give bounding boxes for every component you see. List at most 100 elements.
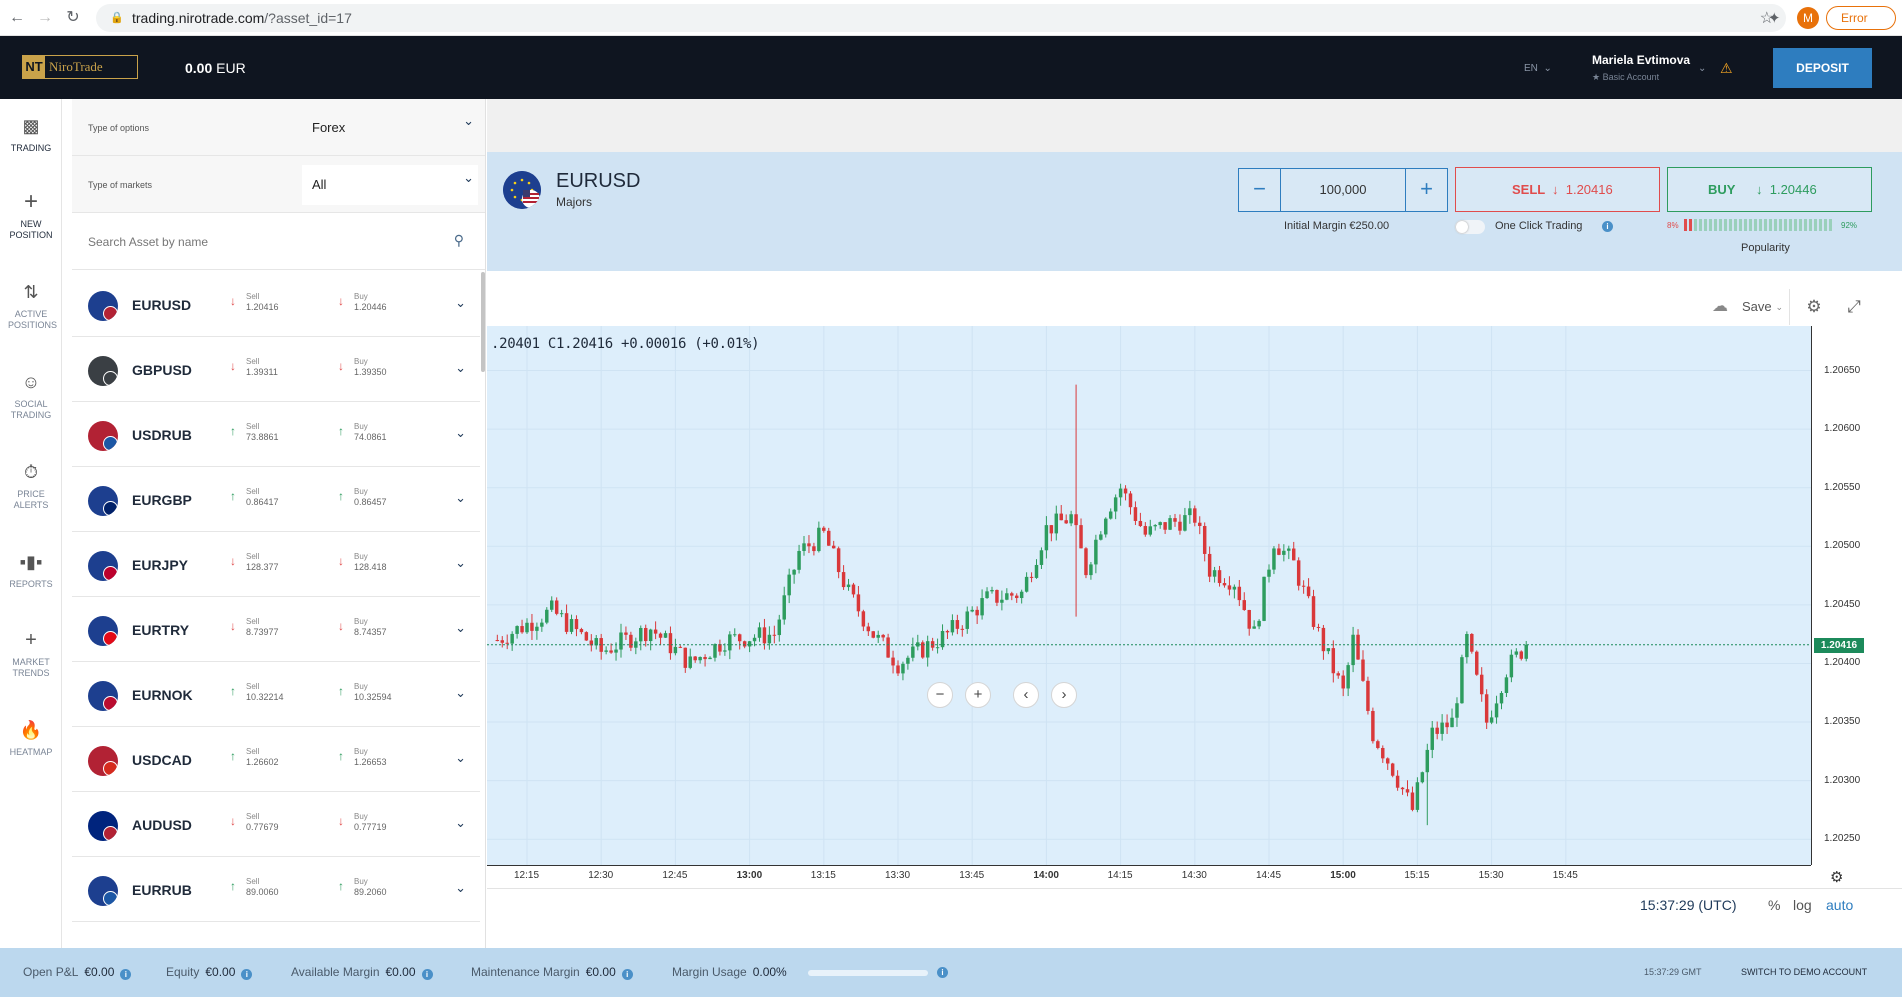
asset-row-gbpusd[interactable]: GBPUSD ↓ Sell 1.39311 ↓ Buy 1.39350 ⌄ bbox=[72, 337, 480, 402]
price-axis[interactable]: 1.20650 1.20600 1.20550 1.20500 1.20450 1.204… bbox=[1811, 326, 1902, 865]
save-chart-button[interactable]: ☁ Save ⌄ bbox=[1702, 289, 1790, 325]
axis-settings-gear-icon[interactable]: ⚙ bbox=[1830, 869, 1844, 886]
auto-scale-button[interactable]: auto bbox=[1826, 897, 1854, 913]
chevron-down-icon[interactable]: ⌄ bbox=[455, 685, 466, 700]
asset-row-usdrub[interactable]: USDRUB ↑ Sell 73.8861 ↑ Buy 74.0861 ⌄ bbox=[72, 402, 480, 467]
chevron-down-icon[interactable]: ⌄ bbox=[463, 170, 474, 185]
candle-body bbox=[1118, 488, 1123, 498]
options-type-filter[interactable]: Type of options Forex ⌄ bbox=[72, 99, 485, 156]
reload-icon[interactable]: ↻ bbox=[66, 9, 80, 26]
chevron-down-icon[interactable]: ⌄ bbox=[455, 425, 466, 440]
scroll-left-button[interactable]: ‹ bbox=[1013, 682, 1039, 708]
fullscreen-icon[interactable]: ⤢ bbox=[1847, 297, 1861, 316]
asset-sell-price: ↑ Sell 1.26602 bbox=[230, 747, 279, 767]
down-arrow-icon: ↓ bbox=[1756, 182, 1763, 197]
language-selector[interactable]: EN ⌄ bbox=[1524, 63, 1552, 74]
info-icon[interactable]: i bbox=[1602, 221, 1613, 232]
nav-price-alerts[interactable]: ⏱ PRICE ALERTS bbox=[0, 461, 62, 511]
nav-trading[interactable]: ▩ TRADING bbox=[0, 115, 62, 154]
back-arrow-icon[interactable]: ← bbox=[9, 9, 25, 26]
percent-scale-button[interactable]: % bbox=[1768, 897, 1781, 913]
chart-status-bar: 15:37:29 (UTC) % log auto bbox=[487, 888, 1902, 922]
candle-body bbox=[1193, 508, 1197, 523]
nav-active-positions[interactable]: ⇅ ACTIVE POSITIONS bbox=[0, 281, 62, 331]
info-icon[interactable]: i bbox=[937, 967, 948, 978]
browser-error-pill[interactable]: Error bbox=[1826, 6, 1896, 30]
asset-row-audusd[interactable]: AUDUSD ↓ Sell 0.77679 ↓ Buy 0.77719 ⌄ bbox=[72, 792, 480, 857]
options-type-select[interactable]: Forex bbox=[312, 120, 346, 135]
asset-row-eurusd[interactable]: EURUSD ↓ Sell 1.20416 ↓ Buy 1.20446 ⌄ bbox=[72, 272, 480, 337]
chevron-down-icon[interactable]: ⌄ bbox=[455, 815, 466, 830]
chevron-down-icon[interactable]: ⌄ bbox=[455, 620, 466, 635]
zoom-out-button[interactable]: − bbox=[927, 682, 953, 708]
candle-body bbox=[1123, 488, 1128, 494]
profile-avatar[interactable]: M bbox=[1797, 7, 1819, 29]
one-click-trading-label: One Click Trading bbox=[1495, 220, 1583, 232]
info-icon[interactable]: i bbox=[421, 969, 433, 980]
candle-body bbox=[520, 626, 524, 633]
deposit-button[interactable]: DEPOSIT bbox=[1773, 48, 1872, 88]
address-bar[interactable]: 🔒 trading.nirotrade.com/?asset_id=17 ☆ bbox=[96, 4, 1786, 32]
candlestick-plot[interactable] bbox=[487, 326, 1811, 865]
popularity-tick bbox=[1749, 219, 1752, 231]
asset-symbol: USDCAD bbox=[132, 752, 192, 768]
candle-body bbox=[1222, 583, 1227, 586]
asset-sell-price: ↓ Sell 1.20416 bbox=[230, 292, 279, 312]
user-menu[interactable]: Mariela Evtimova ★ Basic Account bbox=[1592, 53, 1690, 83]
asset-search[interactable]: Search Asset by name ⚲ bbox=[72, 213, 485, 270]
chart-settings-gear-icon[interactable]: ⚙ bbox=[1806, 297, 1822, 316]
chevron-down-icon[interactable]: ⌄ bbox=[455, 295, 466, 310]
sell-button[interactable]: SELL ↓ 1.20416 bbox=[1455, 167, 1660, 212]
one-click-trading-toggle[interactable] bbox=[1455, 220, 1485, 234]
buy-button[interactable]: BUY ↓ 1.20446 bbox=[1667, 167, 1872, 212]
bookmark-star-icon[interactable]: ☆ bbox=[1759, 10, 1774, 27]
asset-row-eurrub[interactable]: EURRUB ↑ Sell 89.0060 ↑ Buy 89.2060 ⌄ bbox=[72, 857, 480, 922]
chevron-down-icon[interactable]: ⌄ bbox=[455, 360, 466, 375]
currency-flag-icon bbox=[88, 681, 118, 711]
quantity-input[interactable]: 100,000 bbox=[1319, 182, 1367, 197]
decrease-quantity-button[interactable]: − bbox=[1239, 169, 1281, 211]
nav-reports[interactable]: ▪▮▪ REPORTS bbox=[0, 551, 62, 590]
popularity-tick bbox=[1714, 219, 1717, 231]
chevron-down-icon[interactable]: ⌄ bbox=[455, 750, 466, 765]
markets-type-filter[interactable]: Type of markets All ⌄ bbox=[72, 156, 485, 213]
price-tick-label: 1.20500 bbox=[1824, 540, 1861, 552]
asset-row-eurnok[interactable]: EURNOK ↑ Sell 10.32214 ↑ Buy 10.32594 ⌄ bbox=[72, 662, 480, 727]
log-scale-button[interactable]: log bbox=[1793, 897, 1812, 913]
extensions-puzzle-icon[interactable]: ✦ bbox=[1768, 10, 1781, 27]
candle-body bbox=[1420, 772, 1425, 783]
asset-row-usdcad[interactable]: USDCAD ↑ Sell 1.26602 ↑ Buy 1.26653 ⌄ bbox=[72, 727, 480, 792]
chevron-down-icon[interactable]: ⌄ bbox=[463, 113, 474, 128]
switch-to-demo-link[interactable]: SWITCH TO DEMO ACCOUNT bbox=[1741, 967, 1868, 977]
down-arrow-icon: ↓ bbox=[230, 359, 236, 373]
nav-heatmap[interactable]: 🔥 HEATMAP bbox=[0, 719, 62, 758]
asset-row-eurgbp[interactable]: EURGBP ↑ Sell 0.86417 ↑ Buy 0.86457 ⌄ bbox=[72, 467, 480, 532]
scrollbar[interactable] bbox=[481, 272, 485, 372]
search-icon[interactable]: ⚲ bbox=[453, 232, 464, 248]
info-icon[interactable]: i bbox=[621, 969, 633, 980]
chevron-down-icon[interactable]: ⌄ bbox=[455, 555, 466, 570]
warning-icon[interactable]: ⚠ bbox=[1720, 60, 1733, 76]
chevron-down-icon[interactable]: ⌄ bbox=[1775, 302, 1783, 312]
forward-arrow-icon[interactable]: → bbox=[37, 9, 53, 26]
increase-quantity-button[interactable]: + bbox=[1405, 169, 1447, 211]
markets-type-select[interactable]: All bbox=[302, 165, 478, 205]
asset-buy-price: ↑ Buy 74.0861 bbox=[338, 422, 387, 442]
nav-market-trends[interactable]: + MARKET TRENDS bbox=[0, 629, 62, 679]
candle-body bbox=[643, 627, 648, 642]
nirotrade-logo[interactable]: NT NiroTrade bbox=[22, 55, 138, 79]
zoom-in-button[interactable]: + bbox=[965, 682, 991, 708]
scroll-right-button[interactable]: › bbox=[1051, 682, 1077, 708]
info-icon[interactable]: i bbox=[241, 969, 253, 980]
asset-row-eurjpy[interactable]: EURJPY ↓ Sell 128.377 ↓ Buy 128.418 ⌄ bbox=[72, 532, 480, 597]
chevron-down-icon[interactable]: ⌄ bbox=[455, 880, 466, 895]
candle-body bbox=[1494, 703, 1499, 718]
nav-social-trading[interactable]: ☺ SOCIAL TRADING bbox=[0, 371, 62, 421]
asset-row-eurtry[interactable]: EURTRY ↓ Sell 8.73977 ↓ Buy 8.74357 ⌄ bbox=[72, 597, 480, 662]
info-icon[interactable]: i bbox=[120, 969, 132, 980]
search-input[interactable]: Search Asset by name bbox=[88, 235, 209, 249]
chevron-down-icon[interactable]: ⌄ bbox=[1698, 63, 1707, 74]
time-axis[interactable]: 12:15 12:30 12:45 13:00 13:15 13:30 13:45 14:00… bbox=[487, 865, 1811, 887]
chevron-down-icon[interactable]: ⌄ bbox=[455, 490, 466, 505]
nav-new-position[interactable]: + NEW POSITION bbox=[0, 190, 62, 241]
